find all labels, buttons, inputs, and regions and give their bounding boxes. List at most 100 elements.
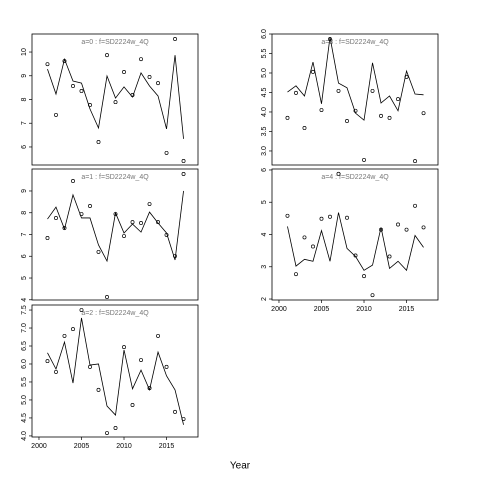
data-point [328,37,332,42]
x-tick-label: 2000 [31,443,47,450]
data-point [173,409,177,414]
x-tick-label: 2005 [314,306,330,313]
x-tick-label: 2010 [356,306,372,313]
y-tick-label: 7 [21,121,28,125]
data-point [122,70,126,74]
y-tick-label: 4 [261,232,268,236]
y-tick-label: 9 [21,189,28,193]
data-point [105,295,109,299]
y-tick-label: 6.0 [261,29,268,39]
series-line [47,190,184,263]
y-tick-label: 6 [261,168,268,172]
data-point [421,225,426,230]
data-point [181,172,186,176]
y-tick-label: 5.0 [21,395,28,405]
y-tick-label: 5 [21,276,28,280]
y-tick-label: 4 [21,298,28,302]
x-tick-label: 2015 [399,306,415,313]
data-point [336,88,341,93]
data-point [156,220,160,225]
y-tick-label: 4.0 [261,107,268,117]
data-point [396,97,400,102]
data-point [319,216,324,221]
panel-title: a=4 : f=SD2224w_4Q [321,174,389,181]
data-point [54,112,58,117]
y-tick-label: 7.0 [21,323,28,333]
data-point [164,364,169,369]
panel-title: a=3 : f=SD2224w_4Q [321,39,389,46]
y-tick-label: 8 [21,211,28,215]
y-tick-label: 2 [261,297,268,301]
data-point [156,333,160,338]
data-point [404,74,409,79]
data-point [105,431,109,435]
data-point [96,140,101,144]
panel-title: a=0 : f=SD2224w_4Q [81,39,149,46]
data-point [328,214,332,219]
data-point [45,236,50,240]
x-tick-label: 2010 [116,443,132,450]
data-point [413,159,417,164]
data-point [319,108,324,112]
y-tick-label: 5 [261,200,268,204]
data-point [396,222,400,227]
data-point [379,113,383,118]
y-tick-label: 7 [21,232,28,236]
data-point [96,387,101,392]
data-point [379,227,383,232]
data-point [387,115,392,120]
data-point [96,249,101,254]
data-point [362,157,366,162]
data-point [345,215,349,220]
data-point [173,37,177,41]
panel-frame [271,33,439,166]
data-point [421,111,426,116]
y-tick-label: 7.5 [21,305,28,315]
data-point [113,212,118,216]
data-point [88,204,92,208]
data-point [113,426,118,430]
y-tick-label: 9 [21,74,28,78]
data-point [147,202,152,206]
data-point [62,226,67,230]
x-tick-label: 2005 [74,443,90,450]
y-tick-label: 5.5 [261,49,268,59]
data-point [181,159,186,163]
data-point [105,53,109,58]
data-point [88,103,92,107]
data-point [79,89,84,93]
data-point [62,333,67,338]
y-tick-label: 4.0 [21,431,28,441]
y-tick-label: 4.5 [21,413,28,423]
y-tick-label: 6.5 [21,341,28,351]
y-tick-label: 10 [21,48,28,56]
data-point [156,81,160,86]
data-point [404,227,409,232]
data-point [173,254,177,258]
data-point [130,403,135,407]
data-point [147,75,152,79]
y-tick-label: 6 [21,145,28,149]
y-tick-label: 4.5 [261,88,268,98]
data-point [122,234,126,238]
data-point [345,118,349,123]
data-point [294,90,298,95]
data-point [353,253,358,258]
y-tick-label: 5.5 [21,377,28,387]
series-line [287,212,424,272]
data-point [311,244,315,249]
data-point [130,93,135,97]
data-point [79,212,84,216]
y-tick-label: 8 [21,97,28,101]
data-point [147,386,152,391]
data-point [122,345,126,350]
data-point [45,359,50,364]
data-point [413,203,417,208]
y-tick-label: 6 [21,254,28,258]
data-point [285,213,290,218]
panel-title: a=1 : f=SD2224w_4Q [81,174,149,181]
data-point [71,179,75,183]
data-point [71,327,75,332]
data-point [302,235,307,240]
